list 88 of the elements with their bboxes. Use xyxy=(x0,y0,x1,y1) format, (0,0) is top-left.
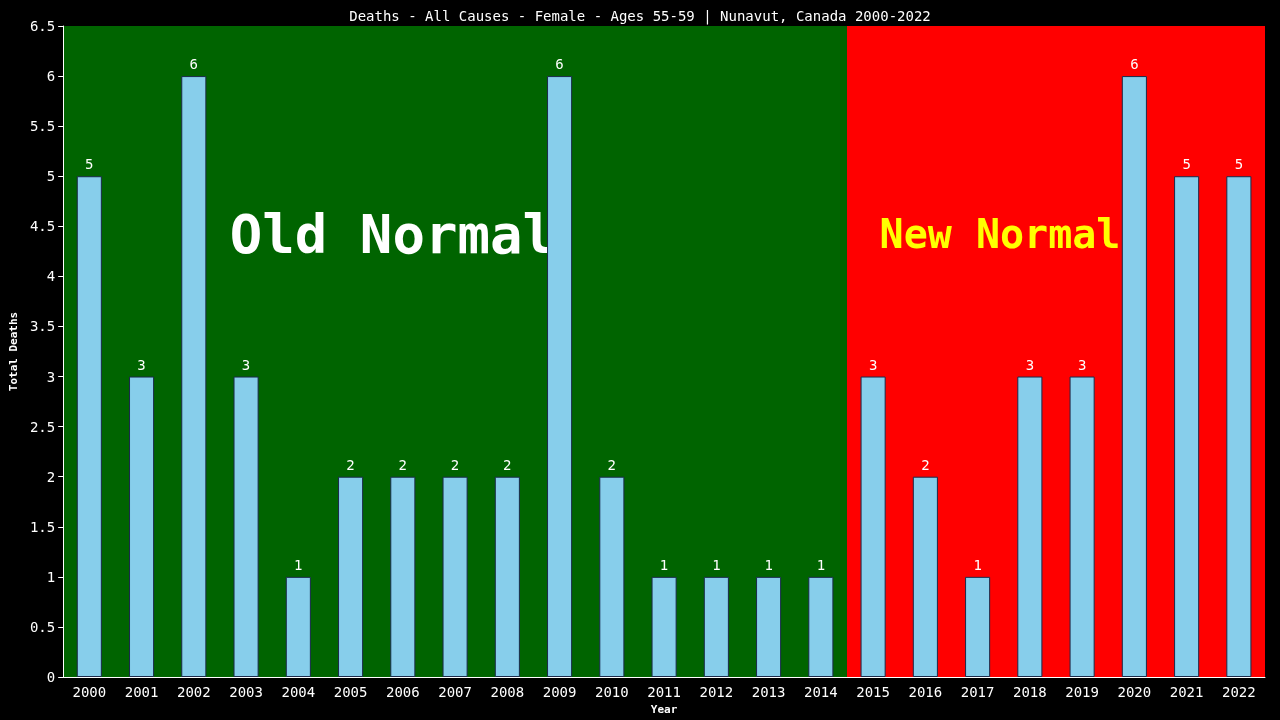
y-tick-label: 1.5 xyxy=(29,518,56,535)
data-label: 6 xyxy=(1130,56,1139,73)
bar xyxy=(1121,76,1147,677)
x-tick-label: 2009 xyxy=(542,684,577,700)
x-tick-label: 2010 xyxy=(594,684,629,700)
bar xyxy=(285,576,311,677)
bar xyxy=(1069,376,1095,677)
bar xyxy=(547,76,573,677)
bar xyxy=(912,476,938,677)
data-label: 3 xyxy=(868,356,878,373)
y-tick-label: 0 xyxy=(46,669,56,685)
bar xyxy=(76,176,102,677)
data-label: 2 xyxy=(921,456,930,473)
x-tick-label: 2001 xyxy=(124,684,159,700)
bar xyxy=(1017,376,1043,677)
y-tick-label: 2.5 xyxy=(29,418,56,435)
bar xyxy=(129,376,155,677)
data-label: 3 xyxy=(241,356,251,373)
y-tick-label: 3.5 xyxy=(29,318,56,335)
y-tick-label: 0.5 xyxy=(29,618,56,635)
bar xyxy=(599,476,625,677)
data-label: 1 xyxy=(712,556,721,573)
bar xyxy=(181,76,207,677)
band-label: Old Normal xyxy=(229,202,555,266)
data-label: 5 xyxy=(1234,156,1244,173)
y-tick-label: 5 xyxy=(46,168,56,185)
bar xyxy=(442,476,468,677)
x-tick-label: 2013 xyxy=(751,684,786,700)
y-tick-label: 6.5 xyxy=(29,18,56,34)
data-label: 2 xyxy=(607,456,617,473)
y-tick-label: 3 xyxy=(46,368,56,385)
bar xyxy=(756,576,782,677)
bar xyxy=(1226,176,1252,677)
y-axis-title: Total Deaths xyxy=(7,311,20,392)
bar xyxy=(494,476,520,677)
data-label: 3 xyxy=(1077,356,1087,373)
x-tick-label: 2018 xyxy=(1013,684,1047,700)
bar xyxy=(703,576,729,677)
bar xyxy=(860,376,886,677)
x-tick-label: 2004 xyxy=(281,684,316,700)
x-tick-label: 2002 xyxy=(176,684,211,700)
y-tick-label: 4 xyxy=(46,268,56,285)
data-label: 1 xyxy=(973,556,982,573)
bar xyxy=(1174,176,1200,677)
data-label: 3 xyxy=(1025,356,1035,373)
y-tick-label: 6 xyxy=(46,68,56,85)
x-tick-label: 2000 xyxy=(72,684,107,700)
data-label: 6 xyxy=(555,56,564,73)
data-label: 5 xyxy=(1182,156,1191,173)
x-tick-label: 2019 xyxy=(1065,684,1099,700)
data-label: 3 xyxy=(137,356,146,373)
bar xyxy=(338,476,364,677)
x-tick-label: 2005 xyxy=(333,684,368,700)
x-axis-title: Year xyxy=(650,702,678,716)
data-label: 2 xyxy=(450,456,460,473)
bar xyxy=(233,376,259,677)
x-tick-label: 2016 xyxy=(908,684,943,700)
x-tick-label: 2015 xyxy=(856,684,890,700)
data-label: 6 xyxy=(189,56,199,73)
data-label: 1 xyxy=(764,556,773,573)
x-tick-label: 2014 xyxy=(803,684,838,700)
y-tick-label: 2 xyxy=(46,468,56,485)
x-tick-label: 2020 xyxy=(1117,684,1152,700)
x-tick-label: 2006 xyxy=(385,684,420,700)
data-label: 2 xyxy=(346,456,355,473)
x-tick-label: 2021 xyxy=(1169,684,1204,700)
x-tick-label: 2017 xyxy=(960,684,995,700)
y-tick-label: 4.5 xyxy=(29,218,56,235)
x-tick-label: 2008 xyxy=(490,684,525,700)
chart-title: Deaths - All Causes - Female - Ages 55-59 | Nunavut, Canada 2000-2022 xyxy=(349,8,931,25)
x-tick-label: 2012 xyxy=(699,684,734,700)
data-label: 1 xyxy=(294,556,303,573)
x-tick-label: 2007 xyxy=(438,684,472,700)
x-tick-label: 2011 xyxy=(647,684,681,700)
x-tick-label: 2022 xyxy=(1222,684,1256,700)
x-tick-label: 2003 xyxy=(229,684,263,700)
bar xyxy=(651,576,677,677)
bar xyxy=(390,476,416,677)
data-label: 2 xyxy=(503,456,512,473)
data-label: 5 xyxy=(85,156,94,173)
bar xyxy=(808,576,834,677)
band-label: New Normal xyxy=(879,211,1121,258)
data-label: 1 xyxy=(659,556,669,573)
data-label: 1 xyxy=(816,556,826,573)
bar xyxy=(965,576,991,677)
y-tick-label: 1 xyxy=(46,568,56,585)
y-tick-label: 5.5 xyxy=(29,118,56,135)
data-label: 2 xyxy=(398,456,408,473)
